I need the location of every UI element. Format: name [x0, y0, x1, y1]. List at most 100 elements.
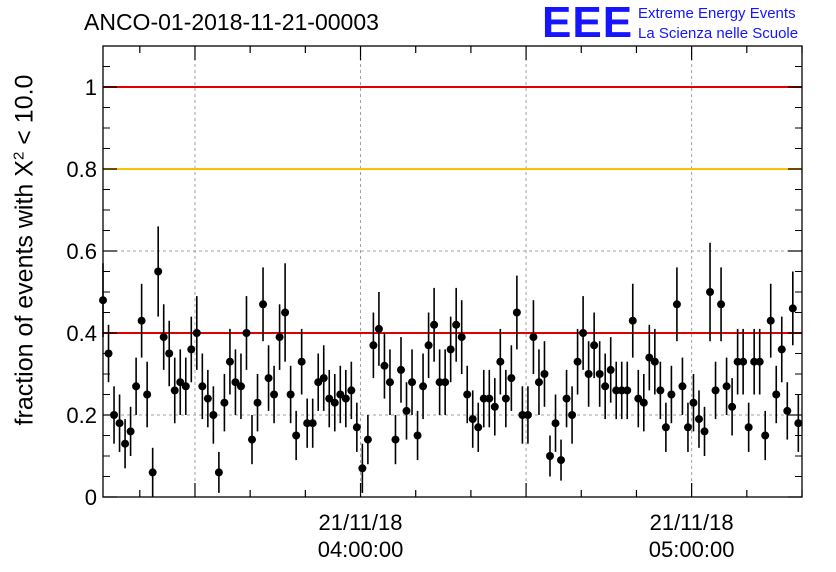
data-point [590, 341, 599, 350]
data-point [529, 333, 538, 342]
data-point [159, 333, 168, 342]
y-tick-label: 0.2 [66, 403, 97, 428]
data-point [573, 357, 582, 366]
data-point [534, 378, 543, 387]
data-point [187, 345, 196, 354]
data-point [308, 419, 317, 428]
data-point [518, 411, 527, 419]
data-point [170, 386, 179, 395]
data-point [700, 427, 709, 436]
data-point [650, 357, 659, 366]
data-point [617, 386, 626, 395]
reference-lines [103, 86, 802, 334]
data-point [203, 394, 212, 403]
data-point [728, 402, 737, 411]
data-point [292, 431, 301, 440]
data-point [711, 386, 720, 395]
data-point [380, 361, 389, 370]
data-point [270, 390, 279, 399]
data-point [253, 398, 262, 407]
data-point [336, 390, 345, 399]
x-tick-time-label: 04:00:00 [318, 537, 404, 562]
data-point [639, 398, 648, 407]
data-point [369, 341, 378, 350]
data-point [198, 382, 207, 391]
data-point [352, 423, 361, 432]
data-point [689, 398, 698, 407]
data-point [661, 423, 670, 432]
data-point [772, 390, 781, 399]
y-axis-label: fraction of events with X2 < 10.0 [10, 75, 39, 426]
data-point [446, 345, 455, 354]
data-point [242, 329, 251, 337]
data-point [672, 300, 681, 309]
data-point [319, 374, 328, 383]
plot-frame [102, 45, 803, 498]
data-point [220, 398, 229, 407]
data-point [562, 394, 571, 403]
data-point [501, 394, 510, 403]
data-point [755, 357, 764, 366]
data-point [551, 419, 560, 428]
data-point [706, 288, 715, 296]
data-point [766, 316, 775, 325]
data-point [523, 411, 532, 419]
data-point [678, 382, 687, 391]
data-point [413, 431, 422, 440]
data-point [121, 439, 130, 448]
data-point [601, 382, 610, 391]
data-point [303, 419, 312, 428]
data-point [788, 304, 797, 313]
y-tick-label: 0 [85, 485, 97, 510]
data-point [656, 386, 665, 395]
data-point [314, 378, 323, 387]
data-point [628, 316, 637, 325]
data-point [396, 365, 405, 374]
data-point [435, 378, 444, 387]
data-point [761, 431, 770, 440]
data-point [557, 456, 566, 465]
x-tick-time-label: 05:00:00 [649, 537, 735, 562]
data-point [165, 349, 174, 358]
data-point [214, 468, 223, 477]
data-point [137, 316, 146, 325]
data-point [209, 411, 218, 419]
y-axis-label-prefix: fraction of events with X [10, 160, 39, 426]
data-points [99, 226, 803, 497]
data-point [259, 300, 268, 309]
logo-line-2: La Scienza nelle Scuole [638, 25, 799, 42]
data-point [645, 353, 654, 362]
data-point [463, 390, 472, 399]
x-tick-date-label: 21/11/18 [319, 510, 403, 535]
logo-line-1: Extreme Energy Events [638, 5, 796, 22]
data-point [281, 308, 290, 317]
data-point [584, 370, 593, 378]
run-title: ANCO-01-2018-11-21-00003 [84, 9, 379, 35]
data-point [744, 423, 753, 432]
x-tick-date-label: 21/11/18 [650, 510, 734, 535]
data-point [341, 394, 350, 403]
data-point [391, 435, 400, 444]
data-point [474, 423, 483, 432]
data-point [225, 357, 234, 366]
data-point [512, 308, 521, 317]
data-point [374, 324, 383, 333]
data-point [479, 394, 488, 403]
data-point [176, 378, 185, 387]
data-point [115, 419, 124, 428]
data-point [231, 378, 240, 387]
data-point [623, 386, 632, 395]
data-point [126, 427, 135, 436]
data-point [568, 411, 577, 419]
data-point [750, 357, 759, 366]
data-point [694, 415, 703, 424]
data-point [457, 333, 466, 342]
data-point [739, 357, 748, 366]
y-tick-label: 0.6 [66, 239, 97, 264]
data-point [247, 435, 256, 444]
data-point [408, 378, 417, 387]
data-point [490, 402, 499, 411]
data-point [286, 390, 295, 399]
data-point [430, 320, 439, 329]
y-axis-label-exponent: 2 [10, 151, 28, 161]
